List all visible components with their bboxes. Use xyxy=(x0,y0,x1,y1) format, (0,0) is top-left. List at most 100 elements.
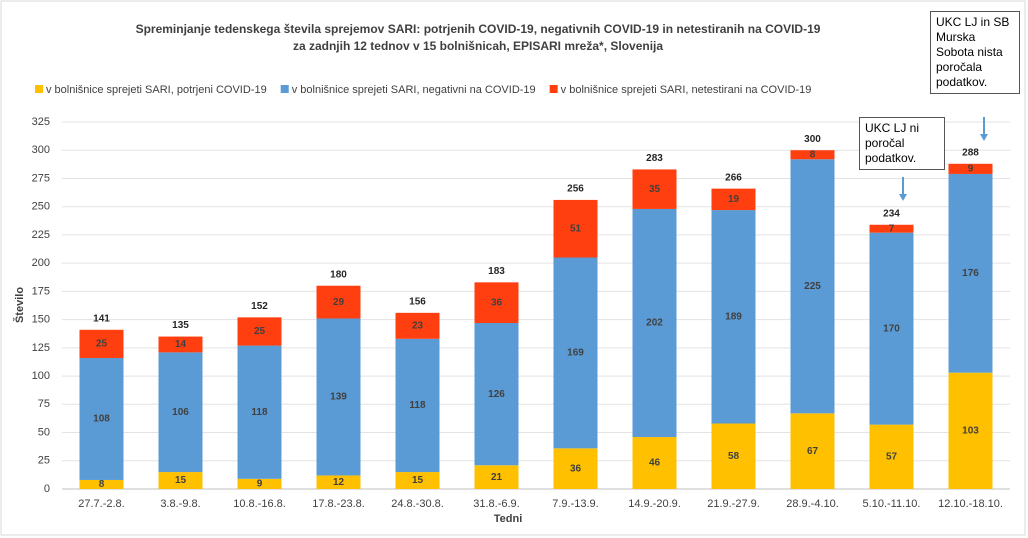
data-label: 35 xyxy=(649,184,661,195)
data-label: 8 xyxy=(810,149,816,160)
legend-label: v bolnišnice sprejeti SARI, potrjeni COV… xyxy=(46,84,267,96)
x-tick-label: 10.8.-16.8. xyxy=(233,498,286,510)
bar-segment xyxy=(632,208,677,438)
bar-segment xyxy=(553,199,598,258)
x-tick-label: 14.9.-20.9. xyxy=(628,498,681,510)
bar-segment xyxy=(474,323,519,466)
data-label: 58 xyxy=(728,451,740,462)
data-label: 118 xyxy=(409,400,426,411)
bar-segment xyxy=(790,150,835,160)
bar-segment xyxy=(711,210,756,424)
bar-segment xyxy=(948,372,993,489)
bar-segment xyxy=(474,465,519,489)
data-label: 25 xyxy=(254,326,266,337)
bar-segment xyxy=(474,282,519,324)
x-tick-label: 7.9.-13.9. xyxy=(552,498,598,510)
data-label: 23 xyxy=(412,320,424,331)
bar-segment xyxy=(553,448,598,489)
bar-segment xyxy=(948,163,993,174)
total-label: 283 xyxy=(646,153,663,164)
bar-segment xyxy=(158,352,203,473)
data-label: 14 xyxy=(175,339,187,350)
chart-title: Spreminjanje tedenskega števila sprejemo… xyxy=(136,22,821,36)
data-label: 103 xyxy=(962,425,979,436)
bar-segment xyxy=(79,358,124,480)
total-label: 256 xyxy=(567,184,584,195)
total-label: 183 xyxy=(488,266,505,277)
data-label: 36 xyxy=(491,297,503,308)
annotation-arrowhead xyxy=(899,194,907,201)
y-tick-label: 300 xyxy=(32,144,50,156)
x-tick-label: 24.8.-30.8. xyxy=(391,498,444,510)
data-label: 169 xyxy=(567,348,584,359)
y-tick-label: 125 xyxy=(32,342,50,354)
data-label: 46 xyxy=(649,458,661,469)
data-label: 9 xyxy=(968,164,974,175)
bar-segment xyxy=(316,285,361,319)
data-label: 57 xyxy=(886,451,898,462)
legend-label: v bolnišnice sprejeti SARI, netestirani … xyxy=(561,84,812,96)
y-axis-title: Število xyxy=(13,287,26,323)
bar-segment xyxy=(395,338,440,473)
bar-segment xyxy=(711,423,756,489)
data-label: 170 xyxy=(883,323,900,334)
bar-segment xyxy=(79,329,124,359)
x-tick-label: 28.9.-4.10. xyxy=(786,498,839,510)
data-label: 202 xyxy=(646,318,663,329)
bar-segment xyxy=(711,188,756,211)
bar-segment xyxy=(79,479,124,489)
data-label: 15 xyxy=(412,475,424,486)
total-label: 234 xyxy=(883,208,900,219)
x-tick-label: 27.7.-2.8. xyxy=(78,498,124,510)
x-axis-title: Tedni xyxy=(494,513,523,525)
data-label: 67 xyxy=(807,446,819,457)
data-label: 25 xyxy=(96,339,108,350)
bar-segment xyxy=(869,224,914,233)
bar-segment xyxy=(237,317,282,346)
data-label: 189 xyxy=(725,311,742,322)
bar-segment xyxy=(632,169,677,209)
data-label: 225 xyxy=(804,281,821,292)
x-tick-label: 3.8.-9.8. xyxy=(160,498,200,510)
data-label: 106 xyxy=(172,407,189,418)
data-label: 7 xyxy=(889,223,895,234)
data-label: 108 xyxy=(93,414,110,425)
bar-segment xyxy=(632,437,677,489)
x-tick-label: 17.8.-23.8. xyxy=(312,498,365,510)
y-tick-label: 50 xyxy=(38,426,50,438)
data-label: 9 xyxy=(257,479,263,490)
data-label: 176 xyxy=(962,268,979,279)
y-tick-label: 0 xyxy=(44,483,50,495)
legend-swatch xyxy=(35,85,43,93)
data-label: 21 xyxy=(491,472,503,483)
bar-segment xyxy=(790,159,835,414)
legend-label: v bolnišnice sprejeti SARI, negativni na… xyxy=(292,84,536,96)
total-label: 135 xyxy=(172,320,189,331)
x-tick-label: 5.10.-11.10. xyxy=(863,498,921,510)
bar-segment xyxy=(790,413,835,489)
total-label: 288 xyxy=(962,147,979,158)
y-tick-label: 200 xyxy=(32,257,50,269)
y-tick-label: 275 xyxy=(32,172,50,184)
bar-segment xyxy=(553,257,598,449)
x-tick-label: 12.10.-18.10. xyxy=(938,498,1003,510)
data-label: 12 xyxy=(333,477,345,488)
total-label: 141 xyxy=(93,313,110,324)
total-label: 180 xyxy=(330,269,347,280)
x-tick-label: 31.8.-6.9. xyxy=(473,498,519,510)
data-label: 8 xyxy=(99,479,105,490)
y-tick-label: 175 xyxy=(32,285,50,297)
y-tick-label: 25 xyxy=(38,455,50,467)
data-label: 36 xyxy=(570,463,582,474)
bar-segment xyxy=(158,336,203,353)
bar-segment xyxy=(237,345,282,479)
bar-segment xyxy=(237,478,282,489)
annotation: UKC LJ ni poročal podatkov. xyxy=(859,117,945,170)
y-tick-label: 100 xyxy=(32,370,50,382)
bar-segment xyxy=(948,173,993,373)
data-label: 19 xyxy=(728,194,740,205)
legend-swatch xyxy=(280,85,289,93)
data-label: 118 xyxy=(251,407,268,418)
